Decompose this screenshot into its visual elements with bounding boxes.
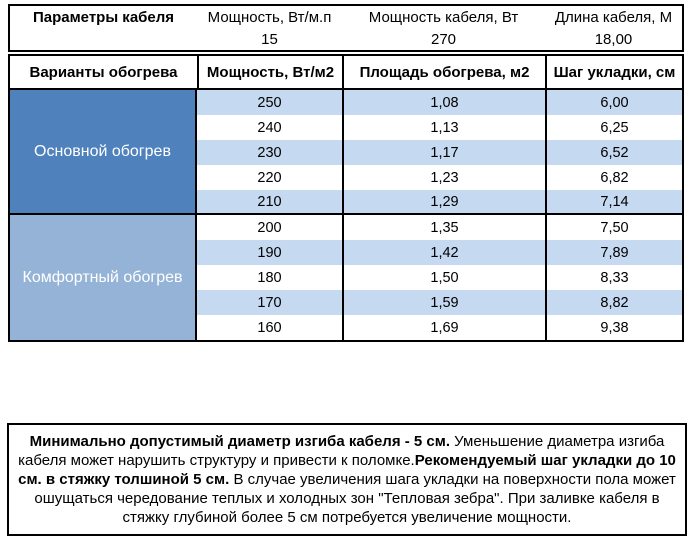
table-cell: 220 <box>257 169 282 186</box>
table-cell: 230 <box>197 140 342 165</box>
cable-params-block: Параметры кабеля Мощность, Вт/м.п Мощнос… <box>8 4 684 52</box>
table-cell: 190 <box>197 240 342 265</box>
table-cell: 7,50 <box>545 215 682 240</box>
table-cell: 8,82 <box>545 290 682 315</box>
params-value-cable-power: 270 <box>430 30 457 48</box>
params-label-cable-power: Мощность кабеля, Вт <box>368 8 519 26</box>
table-cell: 6,00 <box>545 90 682 115</box>
note-segment-4: В случае увеличения шага укладки на пове… <box>34 471 676 526</box>
table-cell: 180 <box>257 269 282 286</box>
group-label-2: Комфортный обогрев <box>10 215 197 340</box>
table-cell: 160 <box>257 319 282 336</box>
table-cell: 170 <box>197 290 342 315</box>
note-block: Минимально допустимый диаметр изгиба каб… <box>7 423 687 536</box>
table-cell: 9,38 <box>545 315 682 340</box>
table-cell: 1,13 <box>342 115 545 140</box>
heating-table-header: Варианты обогрева Мощность, Вт/м2 Площад… <box>10 56 682 90</box>
header-power-per-m2: Мощность, Вт/м2 <box>197 56 342 88</box>
group-label-1: Основной обогрев <box>10 90 197 215</box>
params-title-spacer <box>10 28 197 50</box>
table-cell: 7,89 <box>545 240 682 265</box>
table-cell: 200 <box>257 219 282 236</box>
header-heating-area: Площадь обогрева, м2 <box>342 56 545 88</box>
table-cell: 8,33 <box>545 265 682 290</box>
table-cell: 1,59 <box>342 290 545 315</box>
table-cell: 1,69 <box>342 315 545 340</box>
params-value-power-per-m: 15 <box>261 30 278 48</box>
table-cell: 1,23 <box>342 165 545 190</box>
note-segment-2: Уменьшение диаметра изгиба кабеля может … <box>18 433 665 469</box>
header-heating-variants: Варианты обогрева <box>29 63 178 81</box>
table-cell: 6,82 <box>545 165 682 190</box>
header-laying-step: Шаг укладки, см <box>545 56 682 88</box>
table-cell: 1,17 <box>342 140 545 165</box>
table-cell: 6,25 <box>545 115 682 140</box>
table-cell: 210 <box>197 190 342 215</box>
table-cell: 7,14 <box>545 190 682 215</box>
params-label-cable-length: Длина кабеля, М <box>554 8 673 26</box>
table-cell: 250 <box>197 90 342 115</box>
heating-options-table: Варианты обогрева Мощность, Вт/м2 Площад… <box>8 54 684 342</box>
params-title: Параметры кабеля <box>32 8 175 26</box>
params-value-cable-length: 18,00 <box>594 30 633 48</box>
table-cell: 1,35 <box>342 215 545 240</box>
params-label-power-per-m: Мощность, Вт/м.п <box>207 8 332 26</box>
table-cell: 1,42 <box>342 240 545 265</box>
table-cell: 1,08 <box>342 90 545 115</box>
table-cell: 6,52 <box>545 140 682 165</box>
heating-table-body: Основной обогрев 250 1,08 6,00 240 1,13 6,25 23… <box>10 90 682 340</box>
note-segment-3: Рекомендуемый шаг укладки до 10 см. в ст… <box>18 452 676 488</box>
table-cell: 1,29 <box>342 190 545 215</box>
table-cell: 1,50 <box>342 265 545 290</box>
table-cell: 240 <box>257 119 282 136</box>
note-segment-1: Минимально допустимый диаметр изгиба каб… <box>29 433 451 450</box>
